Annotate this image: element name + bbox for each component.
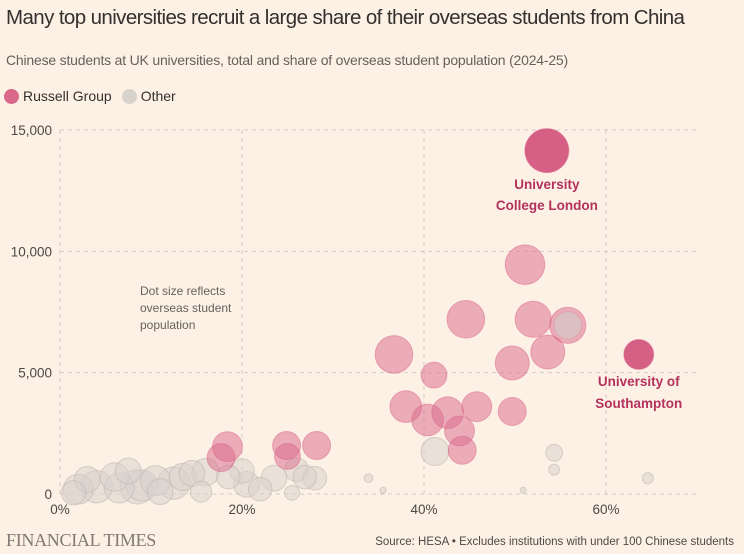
x-axis-ticks: 0% 20% 40% 60% <box>50 502 619 517</box>
chart-title: Many top universities recruit a large sh… <box>6 6 685 29</box>
x-tick-label: 40% <box>410 502 437 517</box>
annotation-southampton: Southampton <box>595 396 682 411</box>
annotations: University College London University of Sou… <box>496 177 682 411</box>
dot-russell <box>420 361 448 389</box>
annotation-ucl: University <box>514 177 580 192</box>
dot-other <box>554 311 582 339</box>
x-tick-label: 0% <box>50 502 70 517</box>
dot-other <box>420 437 450 467</box>
legend: Russell Group Other <box>4 88 186 104</box>
dot-other <box>545 443 564 462</box>
x-tick-label: 60% <box>592 502 619 517</box>
dot-russell <box>447 435 477 465</box>
dot-russell <box>504 244 546 285</box>
dot-russell <box>461 391 493 423</box>
dot-russell <box>446 299 486 339</box>
dot-other <box>641 472 654 485</box>
source-note: Source: HESA • Excludes institutions wit… <box>375 536 734 548</box>
dot-other <box>189 480 213 503</box>
legend-label-other: Other <box>140 88 176 104</box>
chart-subtitle: Chinese students at UK universities, tot… <box>6 52 568 68</box>
legend-label-russell: Russell Group <box>23 88 112 104</box>
x-tick-label: 20% <box>228 502 255 517</box>
dots-russell <box>206 128 655 473</box>
size-note: Dot size reflects overseas student populat… <box>140 284 232 332</box>
annotation-southampton: University of <box>598 374 680 389</box>
dot-other <box>146 478 174 506</box>
dot-other <box>114 457 142 485</box>
y-tick-label: 10,000 <box>11 244 52 259</box>
dot-other <box>284 484 301 501</box>
y-tick-label: 0 <box>44 487 52 502</box>
legend-swatch-other <box>121 88 137 104</box>
ft-logo: FINANCIAL TIMES <box>6 530 157 550</box>
y-tick-label: 15,000 <box>11 123 52 138</box>
size-note-line: overseas student <box>140 301 232 315</box>
legend-item-other: Other <box>121 88 176 104</box>
legend-item-russell: Russell Group <box>4 88 112 104</box>
annotation-ucl: College London <box>496 198 598 213</box>
size-note-line: population <box>140 318 195 332</box>
dot-other <box>292 464 318 490</box>
dot-russell <box>274 442 301 470</box>
dot-russell-highlight <box>524 128 570 174</box>
dot-russell <box>374 335 414 374</box>
dot-russell <box>514 300 552 338</box>
dot-russell <box>494 345 530 381</box>
dot-other <box>519 486 527 494</box>
legend-swatch-russell <box>4 88 19 104</box>
dot-other <box>379 486 387 494</box>
dot-russell <box>497 397 527 426</box>
dot-russell <box>206 443 236 473</box>
dot-other <box>60 480 87 506</box>
y-tick-label: 5,000 <box>18 366 52 381</box>
dot-russell <box>530 334 566 370</box>
dot-other <box>247 476 273 502</box>
dot-other <box>548 463 561 476</box>
dot-russell-highlight <box>623 339 655 370</box>
dot-russell <box>302 430 332 460</box>
size-note-line: Dot size reflects <box>140 284 225 298</box>
y-axis-ticks: 0 5,000 10,000 15,000 <box>11 123 52 502</box>
dot-other <box>363 473 374 484</box>
